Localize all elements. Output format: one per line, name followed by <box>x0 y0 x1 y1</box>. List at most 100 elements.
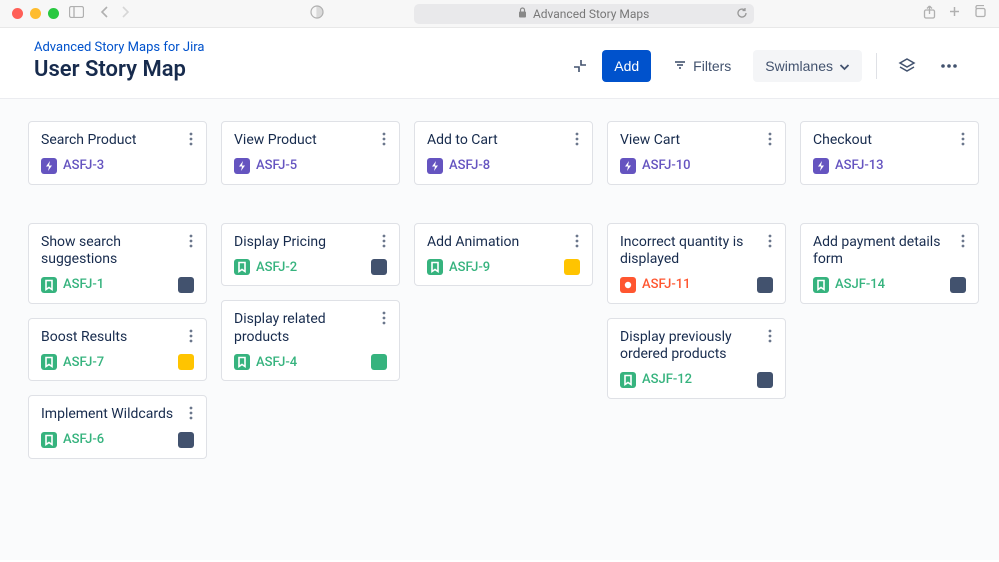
lock-icon <box>518 7 527 21</box>
story-card[interactable]: Show search suggestions ASFJ-1 <box>28 223 207 304</box>
epic-icon <box>427 158 443 174</box>
sidebar-toggle-icon[interactable] <box>69 6 84 22</box>
status-indicator <box>757 277 773 293</box>
status-indicator <box>371 354 387 370</box>
share-icon[interactable] <box>923 5 936 23</box>
board-column: View Cart ASFJ-10 Incorrect quantity is … <box>607 121 786 459</box>
card-more-icon[interactable] <box>761 232 779 250</box>
card-meta: ASFJ-10 <box>620 158 773 174</box>
card-more-icon[interactable] <box>182 327 200 345</box>
issue-key[interactable]: ASFJ-6 <box>63 432 104 447</box>
issue-key[interactable]: ASFJ-13 <box>835 158 884 173</box>
card-more-icon[interactable] <box>375 130 393 148</box>
card-more-icon[interactable] <box>375 309 393 327</box>
card-more-icon[interactable] <box>761 327 779 345</box>
epic-icon <box>234 158 250 174</box>
board-column: View Product ASFJ-5 Display Pricing ASFJ… <box>221 121 400 459</box>
status-indicator <box>564 259 580 275</box>
story-icon <box>813 277 829 293</box>
browser-titlebar: Advanced Story Maps <box>0 0 999 28</box>
story-card[interactable]: Incorrect quantity is displayed ASFJ-11 <box>607 223 786 304</box>
story-icon <box>41 432 57 448</box>
card-title: Show search suggestions <box>41 234 194 269</box>
swimlanes-button[interactable]: Swimlanes <box>753 50 862 82</box>
epic-card[interactable]: Search Product ASFJ-3 <box>28 121 207 185</box>
divider <box>876 53 877 79</box>
card-more-icon[interactable] <box>182 404 200 422</box>
epic-card[interactable]: View Cart ASFJ-10 <box>607 121 786 185</box>
issue-key[interactable]: ASFJ-9 <box>449 260 490 275</box>
issue-key[interactable]: ASJF-12 <box>642 372 692 387</box>
card-title: Add to Cart <box>427 132 580 150</box>
story-card[interactable]: Display Pricing ASFJ-2 <box>221 223 400 287</box>
issue-key[interactable]: ASFJ-7 <box>63 355 104 370</box>
forward-icon[interactable] <box>120 6 130 22</box>
tabs-icon[interactable] <box>973 5 987 23</box>
story-icon <box>234 354 250 370</box>
close-window-dot[interactable] <box>12 8 23 19</box>
story-card[interactable]: Display previously ordered products ASJF… <box>607 318 786 399</box>
issue-key[interactable]: ASFJ-11 <box>642 277 691 292</box>
columns-container: Search Product ASFJ-3 Show search sugges… <box>28 121 971 459</box>
card-more-icon[interactable] <box>375 232 393 250</box>
back-icon[interactable] <box>100 6 110 22</box>
card-meta: ASJF-14 <box>813 277 966 293</box>
breadcrumb[interactable]: Advanced Story Maps for Jira <box>34 40 204 55</box>
card-title: Boost Results <box>41 329 194 347</box>
story-icon <box>620 372 636 388</box>
status-indicator <box>371 259 387 275</box>
issue-key[interactable]: ASFJ-10 <box>642 158 691 173</box>
card-more-icon[interactable] <box>954 232 972 250</box>
story-card[interactable]: Boost Results ASFJ-7 <box>28 318 207 382</box>
filters-label: Filters <box>693 58 731 74</box>
card-more-icon[interactable] <box>568 232 586 250</box>
more-actions-icon[interactable] <box>933 50 965 82</box>
card-meta: ASJF-12 <box>620 372 773 388</box>
status-indicator <box>757 372 773 388</box>
issue-key[interactable]: ASFJ-5 <box>256 158 297 173</box>
card-meta: ASFJ-9 <box>427 259 580 275</box>
story-card[interactable]: Display related products ASFJ-4 <box>221 300 400 381</box>
minimize-window-dot[interactable] <box>30 8 41 19</box>
bug-icon <box>620 277 636 293</box>
epic-icon <box>41 158 57 174</box>
card-title: View Product <box>234 132 387 150</box>
issue-key[interactable]: ASFJ-3 <box>63 158 104 173</box>
epic-card[interactable]: View Product ASFJ-5 <box>221 121 400 185</box>
add-button[interactable]: Add <box>602 50 651 82</box>
new-tab-icon[interactable] <box>948 5 961 23</box>
card-more-icon[interactable] <box>182 130 200 148</box>
epic-card[interactable]: Checkout ASFJ-13 <box>800 121 979 185</box>
card-more-icon[interactable] <box>568 130 586 148</box>
reload-icon[interactable] <box>736 7 748 22</box>
card-meta: ASFJ-7 <box>41 354 194 370</box>
card-meta: ASFJ-1 <box>41 277 194 293</box>
epic-card[interactable]: Add to Cart ASFJ-8 <box>414 121 593 185</box>
card-title: View Cart <box>620 132 773 150</box>
story-icon <box>234 259 250 275</box>
header-actions: Add Filters Swimlanes <box>568 50 965 82</box>
maximize-window-dot[interactable] <box>48 8 59 19</box>
story-map-board: Search Product ASFJ-3 Show search sugges… <box>0 99 999 560</box>
filters-button[interactable]: Filters <box>661 50 743 82</box>
collapse-icon[interactable] <box>568 54 592 78</box>
card-meta: ASFJ-6 <box>41 432 194 448</box>
reader-mode-icon[interactable] <box>310 5 324 23</box>
status-indicator <box>178 277 194 293</box>
card-title: Checkout <box>813 132 966 150</box>
card-more-icon[interactable] <box>954 130 972 148</box>
issue-key[interactable]: ASFJ-8 <box>449 158 490 173</box>
card-more-icon[interactable] <box>182 232 200 250</box>
story-card[interactable]: Add Animation ASFJ-9 <box>414 223 593 287</box>
board-column: Add to Cart ASFJ-8 Add Animation ASFJ-9 <box>414 121 593 459</box>
story-card[interactable]: Implement Wildcards ASFJ-6 <box>28 395 207 459</box>
url-bar[interactable]: Advanced Story Maps <box>414 4 754 24</box>
issue-key[interactable]: ASFJ-2 <box>256 260 297 275</box>
card-meta: ASFJ-2 <box>234 259 387 275</box>
issue-key[interactable]: ASJF-14 <box>835 277 885 292</box>
issue-key[interactable]: ASFJ-1 <box>63 277 104 292</box>
card-more-icon[interactable] <box>761 130 779 148</box>
issue-key[interactable]: ASFJ-4 <box>256 355 297 370</box>
layers-icon[interactable] <box>891 50 923 82</box>
story-card[interactable]: Add payment details form ASJF-14 <box>800 223 979 304</box>
